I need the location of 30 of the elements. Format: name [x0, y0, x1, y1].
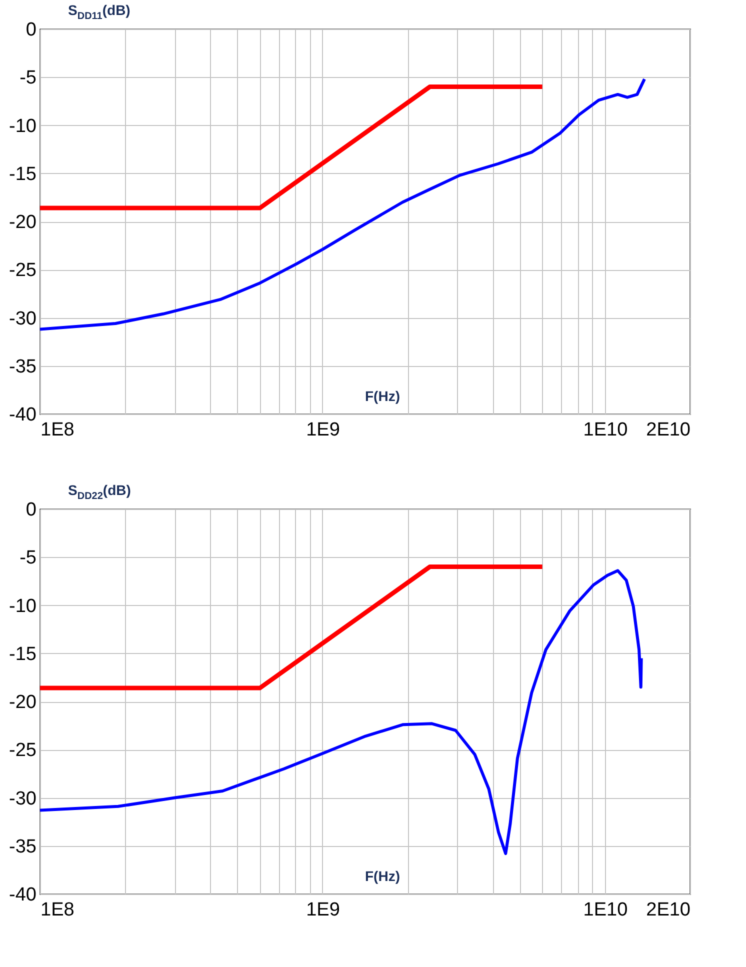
y-tick-label: -10 [9, 596, 36, 617]
y-tick-label: 0 [26, 20, 36, 40]
x-tick-label: 1E10 [583, 420, 628, 440]
x-tick-label: 2E10 [646, 900, 690, 920]
y-tick-label: 0 [26, 500, 36, 520]
x-tick-label: 2E10 [646, 420, 690, 440]
y-tick-label: -10 [9, 116, 36, 137]
x-axis-title: F(Hz) [365, 388, 400, 404]
y-tick-label: -30 [9, 788, 36, 810]
y-tick-label: -25 [9, 740, 36, 762]
y-tick-label: -20 [9, 212, 36, 233]
y-tick-label: -40 [9, 404, 36, 426]
y-tick-label: -25 [9, 260, 36, 282]
x-tick-label: 1E9 [306, 900, 340, 920]
y-tick-label: -35 [9, 356, 36, 378]
x-tick-label: 1E8 [40, 420, 74, 440]
y-tick-label: -15 [9, 164, 36, 185]
y-tick-label: -15 [9, 644, 36, 665]
y-axis-title: S$_{DD22}$(dB) [68, 482, 131, 502]
y-tick-label: -5 [20, 68, 36, 89]
y-tick-label: -40 [9, 884, 36, 906]
y-tick-label: -5 [20, 548, 36, 569]
x-tick-label: 1E8 [40, 900, 74, 920]
x-tick-label: 1E10 [583, 900, 628, 920]
y-tick-label: -20 [9, 692, 36, 713]
y-tick-label: -35 [9, 836, 36, 858]
x-axis-title: F(Hz) [365, 868, 400, 884]
y-tick-label: -30 [9, 308, 36, 330]
y-axis-title: S$_{DD11}$(dB) [68, 2, 130, 22]
x-tick-label: 1E9 [306, 420, 340, 440]
